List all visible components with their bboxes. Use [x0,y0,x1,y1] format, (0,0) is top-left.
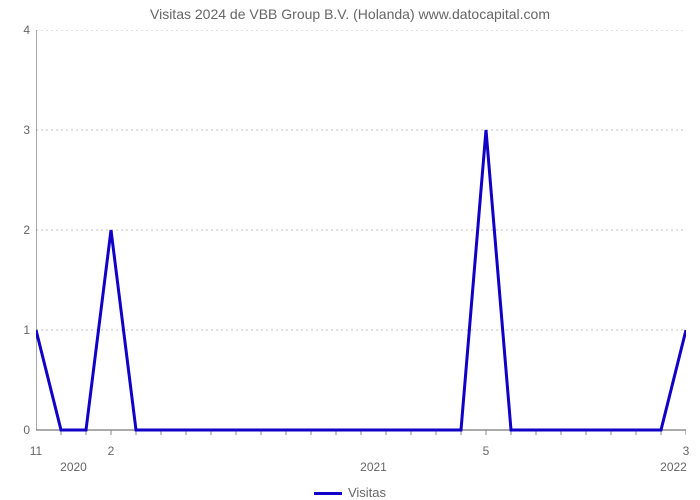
x-major-label: 2022 [660,460,687,474]
legend: Visitas [0,485,700,500]
x-mark-label: 5 [483,444,490,458]
y-tick-label: 3 [10,123,30,137]
y-tick-label: 4 [10,23,30,37]
legend-swatch [314,492,342,495]
x-major-label: 2020 [60,460,87,474]
y-tick-label: 0 [10,423,30,437]
x-mark-label: 3 [683,444,690,458]
x-major-label: 2021 [360,460,387,474]
x-mark-label: 2 [108,444,115,458]
y-tick-label: 1 [10,323,30,337]
chart-container: Visitas 2024 de VBB Group B.V. (Holanda)… [0,0,700,500]
y-tick-label: 2 [10,223,30,237]
x-mark-label: 11 [30,444,42,458]
plot-area [36,30,686,440]
chart-title: Visitas 2024 de VBB Group B.V. (Holanda)… [0,6,700,22]
legend-label: Visitas [348,485,386,500]
